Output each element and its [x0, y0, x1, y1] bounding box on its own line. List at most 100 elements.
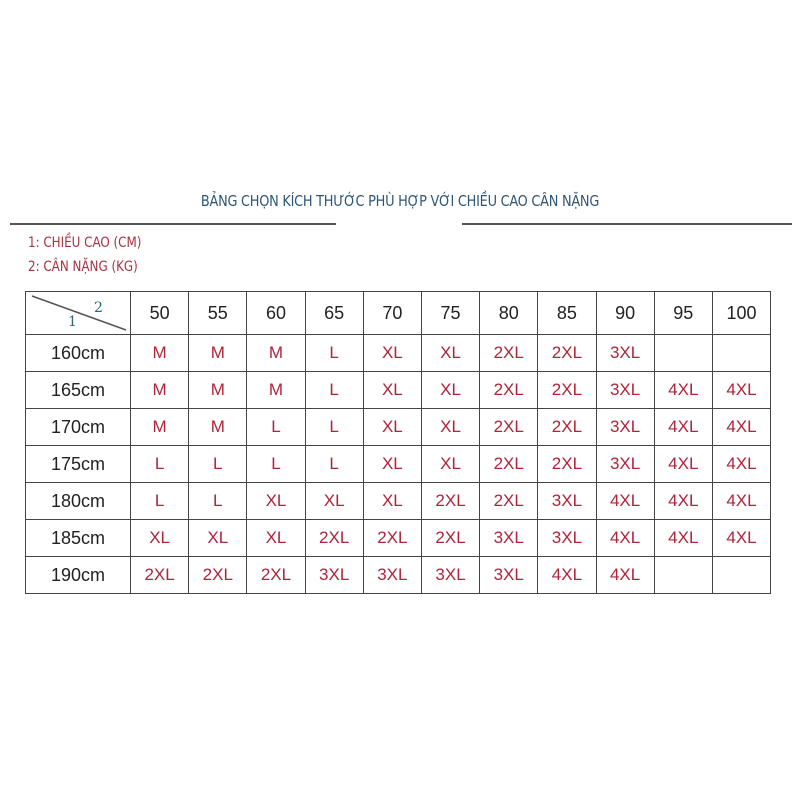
- legend-weight: 2: CÂN NẶNG (KG): [28, 259, 138, 275]
- size-cell: 2XL: [537, 445, 597, 483]
- size-cell: M: [188, 408, 248, 446]
- table-row: 170cm M M L L XL XL 2XL 2XL 3XL 4XL 4XL: [25, 408, 772, 446]
- size-cell: XL: [129, 519, 190, 557]
- size-cell: M: [129, 408, 190, 446]
- size-cell: L: [304, 371, 364, 409]
- size-cell: M: [246, 371, 306, 409]
- size-cell: XL: [420, 445, 481, 483]
- size-cell: 4XL: [653, 445, 713, 483]
- size-cell: L: [304, 408, 364, 446]
- size-cell: 2XL: [420, 519, 481, 557]
- size-cell: L: [304, 334, 364, 372]
- table-row: 165cm M M M L XL XL 2XL 2XL 3XL 4XL 4XL: [25, 371, 772, 409]
- size-cell: 4XL: [653, 482, 713, 520]
- size-cell: 4XL: [711, 445, 772, 483]
- size-cell: XL: [362, 408, 422, 446]
- size-cell: 4XL: [653, 519, 713, 557]
- size-cell: 4XL: [653, 371, 713, 409]
- weight-header: 65: [304, 291, 364, 335]
- size-cell: XL: [246, 519, 306, 557]
- size-cell: 3XL: [537, 519, 597, 557]
- legend-height: 1: CHIỀU CAO (CM): [28, 235, 142, 251]
- size-cell: 3XL: [304, 556, 364, 594]
- size-cell: 2XL: [537, 408, 597, 446]
- size-cell: 2XL: [479, 371, 539, 409]
- weight-header: 75: [420, 291, 481, 335]
- size-cell: 4XL: [595, 482, 655, 520]
- size-cell: XL: [246, 482, 306, 520]
- header-row: 2 1 50 55 60 65 70 75 80 85 90 95 100: [25, 291, 772, 335]
- size-cell: M: [246, 334, 306, 372]
- size-cell: 2XL: [246, 556, 306, 594]
- size-cell: 3XL: [595, 445, 655, 483]
- size-cell: L: [129, 482, 190, 520]
- size-cell: XL: [420, 371, 481, 409]
- weight-header: 90: [595, 291, 655, 335]
- weight-key: 2: [94, 300, 103, 316]
- height-label: 160cm: [25, 334, 131, 372]
- page-title: BẢNG CHỌN KÍCH THƯỚC PHÙ HỢP VỚI CHIỀU C…: [200, 192, 600, 210]
- size-cell: M: [188, 371, 248, 409]
- size-cell: 2XL: [479, 334, 539, 372]
- size-cell: 2XL: [129, 556, 190, 594]
- size-cell: 3XL: [595, 408, 655, 446]
- size-cell: 3XL: [362, 556, 422, 594]
- weight-header: 80: [479, 291, 539, 335]
- weight-header: 100: [711, 291, 772, 335]
- table-row: 180cm L L XL XL XL 2XL 2XL 3XL 4XL 4XL 4XL: [25, 482, 772, 520]
- size-cell: 4XL: [711, 371, 772, 409]
- size-cell: XL: [362, 334, 422, 372]
- height-label: 180cm: [25, 482, 131, 520]
- weight-header: 70: [362, 291, 422, 335]
- height-key: 1: [68, 314, 77, 330]
- size-cell: 3XL: [537, 482, 597, 520]
- size-cell: L: [188, 482, 248, 520]
- table-row: 185cm XL XL XL 2XL 2XL 2XL 3XL 3XL 4XL 4XL 4XL: [25, 519, 772, 557]
- size-cell: 3XL: [420, 556, 481, 594]
- size-cell: 2XL: [479, 482, 539, 520]
- size-cell: XL: [304, 482, 364, 520]
- size-cell: M: [188, 334, 248, 372]
- size-cell: XL: [420, 408, 481, 446]
- divider-right: [462, 223, 792, 225]
- size-cell: 3XL: [595, 371, 655, 409]
- size-cell: 3XL: [595, 334, 655, 372]
- size-cell: 3XL: [479, 556, 539, 594]
- size-cell: 3XL: [479, 519, 539, 557]
- size-cell: 4XL: [711, 408, 772, 446]
- size-cell: 4XL: [595, 519, 655, 557]
- size-cell: XL: [362, 371, 422, 409]
- table-row: 190cm 2XL 2XL 2XL 3XL 3XL 3XL 3XL 4XL 4XL: [25, 556, 772, 594]
- weight-header: 85: [537, 291, 597, 335]
- weight-header: 55: [188, 291, 248, 335]
- size-cell: L: [246, 445, 306, 483]
- size-cell: [653, 556, 713, 594]
- height-label: 190cm: [25, 556, 131, 594]
- diagonal-line: [31, 295, 127, 331]
- size-cell: XL: [420, 334, 481, 372]
- size-cell: 2XL: [537, 371, 597, 409]
- weight-header: 95: [653, 291, 713, 335]
- size-cell: 2XL: [479, 408, 539, 446]
- size-cell: 2XL: [537, 334, 597, 372]
- size-cell: 2XL: [420, 482, 481, 520]
- size-cell: L: [188, 445, 248, 483]
- size-cell: 4XL: [711, 482, 772, 520]
- weight-header: 60: [246, 291, 306, 335]
- size-cell: 2XL: [479, 445, 539, 483]
- size-cell: [711, 334, 772, 372]
- size-cell: XL: [362, 482, 422, 520]
- size-cell: 4XL: [653, 408, 713, 446]
- height-label: 165cm: [25, 371, 131, 409]
- size-cell: XL: [188, 519, 248, 557]
- size-cell: 2XL: [304, 519, 364, 557]
- table-row: 175cm L L L L XL XL 2XL 2XL 3XL 4XL 4XL: [25, 445, 772, 483]
- size-cell: M: [129, 334, 190, 372]
- size-cell: 4XL: [595, 556, 655, 594]
- size-cell: 2XL: [188, 556, 248, 594]
- size-cell: L: [129, 445, 190, 483]
- height-label: 175cm: [25, 445, 131, 483]
- size-cell: 2XL: [362, 519, 422, 557]
- size-cell: L: [246, 408, 306, 446]
